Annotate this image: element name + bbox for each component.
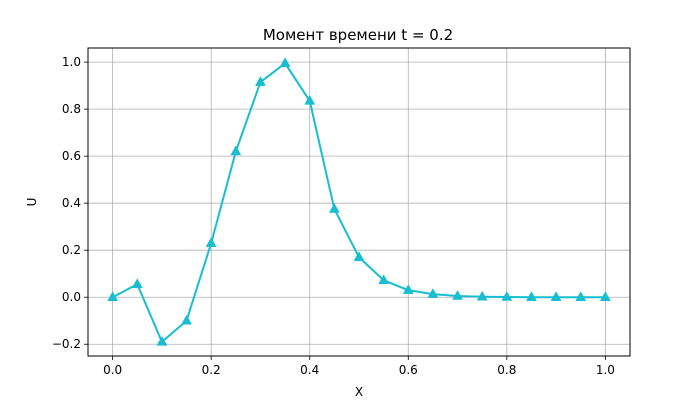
- data-point-marker: [107, 291, 119, 301]
- data-point-marker: [476, 290, 488, 301]
- data-point-marker: [599, 291, 611, 301]
- data-point-marker: [181, 314, 192, 325]
- y-tick-label: 0.0: [62, 290, 81, 304]
- data-point-marker: [131, 278, 143, 289]
- data-point-marker: [452, 290, 463, 300]
- y-tick-label: 0.8: [62, 102, 81, 116]
- data-point-marker: [501, 290, 513, 301]
- data-point-marker: [402, 284, 414, 294]
- y-axis-title: U: [25, 198, 39, 207]
- data-point-marker: [378, 274, 390, 285]
- data-point-marker: [328, 203, 340, 213]
- data-point-marker: [205, 237, 217, 247]
- data-point-marker: [255, 76, 266, 86]
- axis-ticks: 0.0 0.2 0.4 0.6 0.8 1.0 −0.2 0.0 0.2 0.4 0.6 0.8 1.0: [52, 55, 615, 377]
- grid: [88, 48, 630, 356]
- y-tick-label: −0.2: [52, 337, 81, 351]
- x-tick-label: 0.8: [497, 363, 516, 377]
- data-point-marker: [526, 291, 537, 301]
- y-tick-label: 0.2: [62, 243, 81, 257]
- data-point-marker: [427, 288, 439, 298]
- x-axis-title: X: [355, 385, 363, 399]
- x-tick-label: 0.4: [300, 363, 319, 377]
- data-point-marker: [156, 335, 168, 346]
- chart-title: Момент времени t = 0.2: [263, 26, 453, 44]
- data-point-marker: [279, 57, 291, 68]
- data-point-marker: [550, 291, 562, 301]
- x-tick-label: 0.2: [202, 363, 221, 377]
- series-layer: [107, 57, 611, 346]
- data-point-marker: [230, 145, 242, 156]
- x-tick-label: 0.6: [399, 363, 418, 377]
- x-tick-label: 1.0: [596, 363, 615, 377]
- data-point-marker: [353, 251, 365, 261]
- plot-area-frame: [87, 47, 631, 357]
- x-tick-label: 0.0: [103, 363, 122, 377]
- data-point-marker: [304, 94, 316, 105]
- data-point-marker: [575, 291, 587, 301]
- y-tick-label: 0.6: [62, 149, 81, 163]
- y-tick-label: 1.0: [62, 55, 81, 69]
- y-tick-label: 0.4: [62, 196, 81, 210]
